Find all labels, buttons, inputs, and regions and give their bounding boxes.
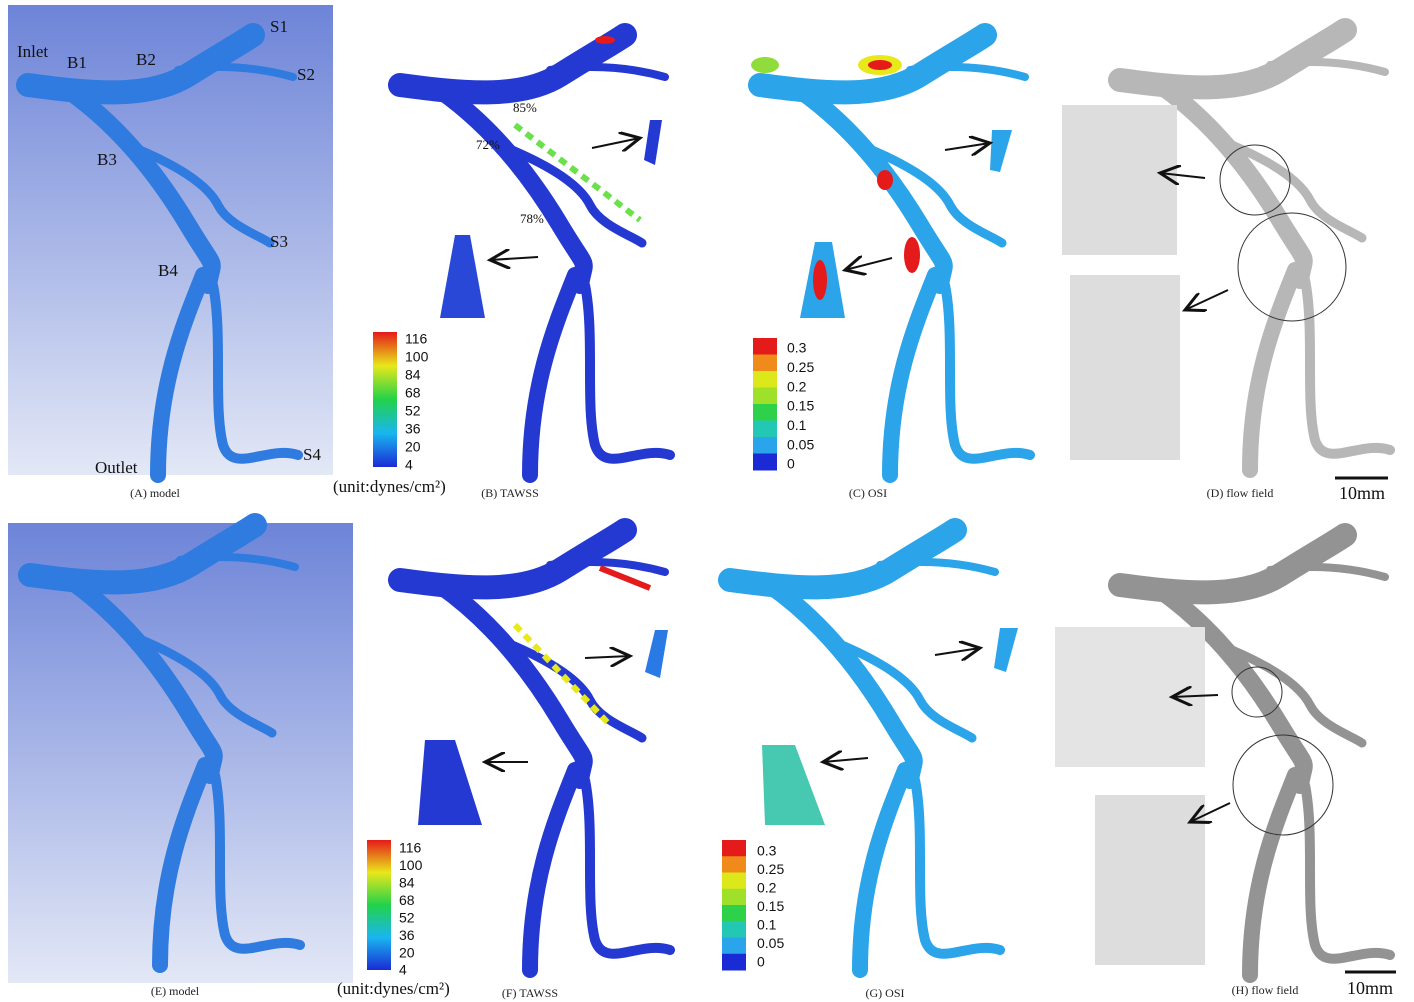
colorbar-label: 0.25 [787,359,814,375]
colorbar-segment [753,371,777,388]
colorbar-label: 68 [399,892,415,908]
colorbar-label: 52 [405,403,421,419]
caption: (E) model [151,984,200,998]
colorbar-tawss [373,332,397,467]
colorbar-segment [722,856,746,873]
colorbar-label: 0.2 [787,378,807,394]
colorbar-osi [722,840,746,971]
colorbar-segment [722,889,746,906]
colorbar-segment [753,404,777,421]
unit: (unit:dynes/cm²) [333,477,446,496]
colorbar-tawss [367,840,391,970]
colorbar-label: 68 [405,385,421,401]
stenosis-label: 85% [513,100,537,115]
colorbar-segment [722,873,746,890]
label: B4 [158,261,178,280]
label: B1 [67,53,87,72]
colorbar-label: 0.15 [757,898,784,914]
colorbar-label: 0.3 [787,340,807,356]
colorbar-label: 0 [787,456,795,472]
colorbar-label: 4 [405,457,413,473]
colorbar-label: 84 [405,367,421,383]
colorbar-label: 4 [399,962,407,978]
caption: (G) OSI [866,986,905,1000]
label: S4 [303,445,321,464]
stenosis-label: 78% [520,211,544,226]
caption: (B) TAWSS [481,486,539,500]
colorbar-segment [722,905,746,922]
colorbar-label: 0.05 [787,436,814,452]
scale-label: 10mm [1339,483,1385,503]
colorbar-segment [722,954,746,971]
colorbar-label: 100 [405,349,429,365]
colorbar-label: 0.1 [787,417,807,433]
colorbar-label: 0.1 [757,917,777,933]
caption: (C) OSI [849,486,887,500]
colorbar-label: 84 [399,875,415,891]
colorbar-label: 20 [405,439,421,455]
caption: (H) flow field [1232,983,1299,997]
colorbar-label: 36 [405,421,421,437]
colorbar-label: 20 [399,944,415,960]
colorbar-label: 0.3 [757,843,777,859]
colorbar-segment [753,338,777,355]
colorbar-segment [722,921,746,938]
unit: (unit:dynes/cm²) [337,979,450,998]
model-background [8,523,353,983]
colorbar-segment [753,454,777,471]
colorbar-segment [722,840,746,857]
caption: (A) model [130,486,180,500]
colorbar-label: 52 [399,909,415,925]
caption: (D) flow field [1207,486,1274,500]
colorbar-label: 100 [399,857,423,873]
colorbar-label: 116 [405,331,428,347]
colorbar-label: 0.05 [757,935,784,951]
label: S3 [270,232,288,251]
colorbar-segment [753,421,777,438]
colorbar-segment [753,355,777,372]
colorbar-segment [753,437,777,454]
colorbar-segment [753,388,777,405]
stenosis-label: 72% [476,137,500,152]
colorbar-label: 0 [757,954,765,970]
scale-label: 10mm [1347,978,1393,998]
figure: Inlet B1 B2 S1 S2 B3 S3 B4 Outlet S4 85%… [0,0,1414,1002]
label: Inlet [17,42,48,61]
colorbar-osi [753,338,777,471]
label: Outlet [95,458,138,477]
label: S2 [297,65,315,84]
colorbar-label: 0.15 [787,398,814,414]
label: B2 [136,50,156,69]
colorbar-label: 116 [399,840,422,856]
colorbar-label: 0.25 [757,861,784,877]
colorbar-label: 0.2 [757,880,777,896]
colorbar-label: 36 [399,927,415,943]
label: S1 [270,17,288,36]
colorbar-segment [722,938,746,955]
label: B3 [97,150,117,169]
caption: (F) TAWSS [502,986,558,1000]
